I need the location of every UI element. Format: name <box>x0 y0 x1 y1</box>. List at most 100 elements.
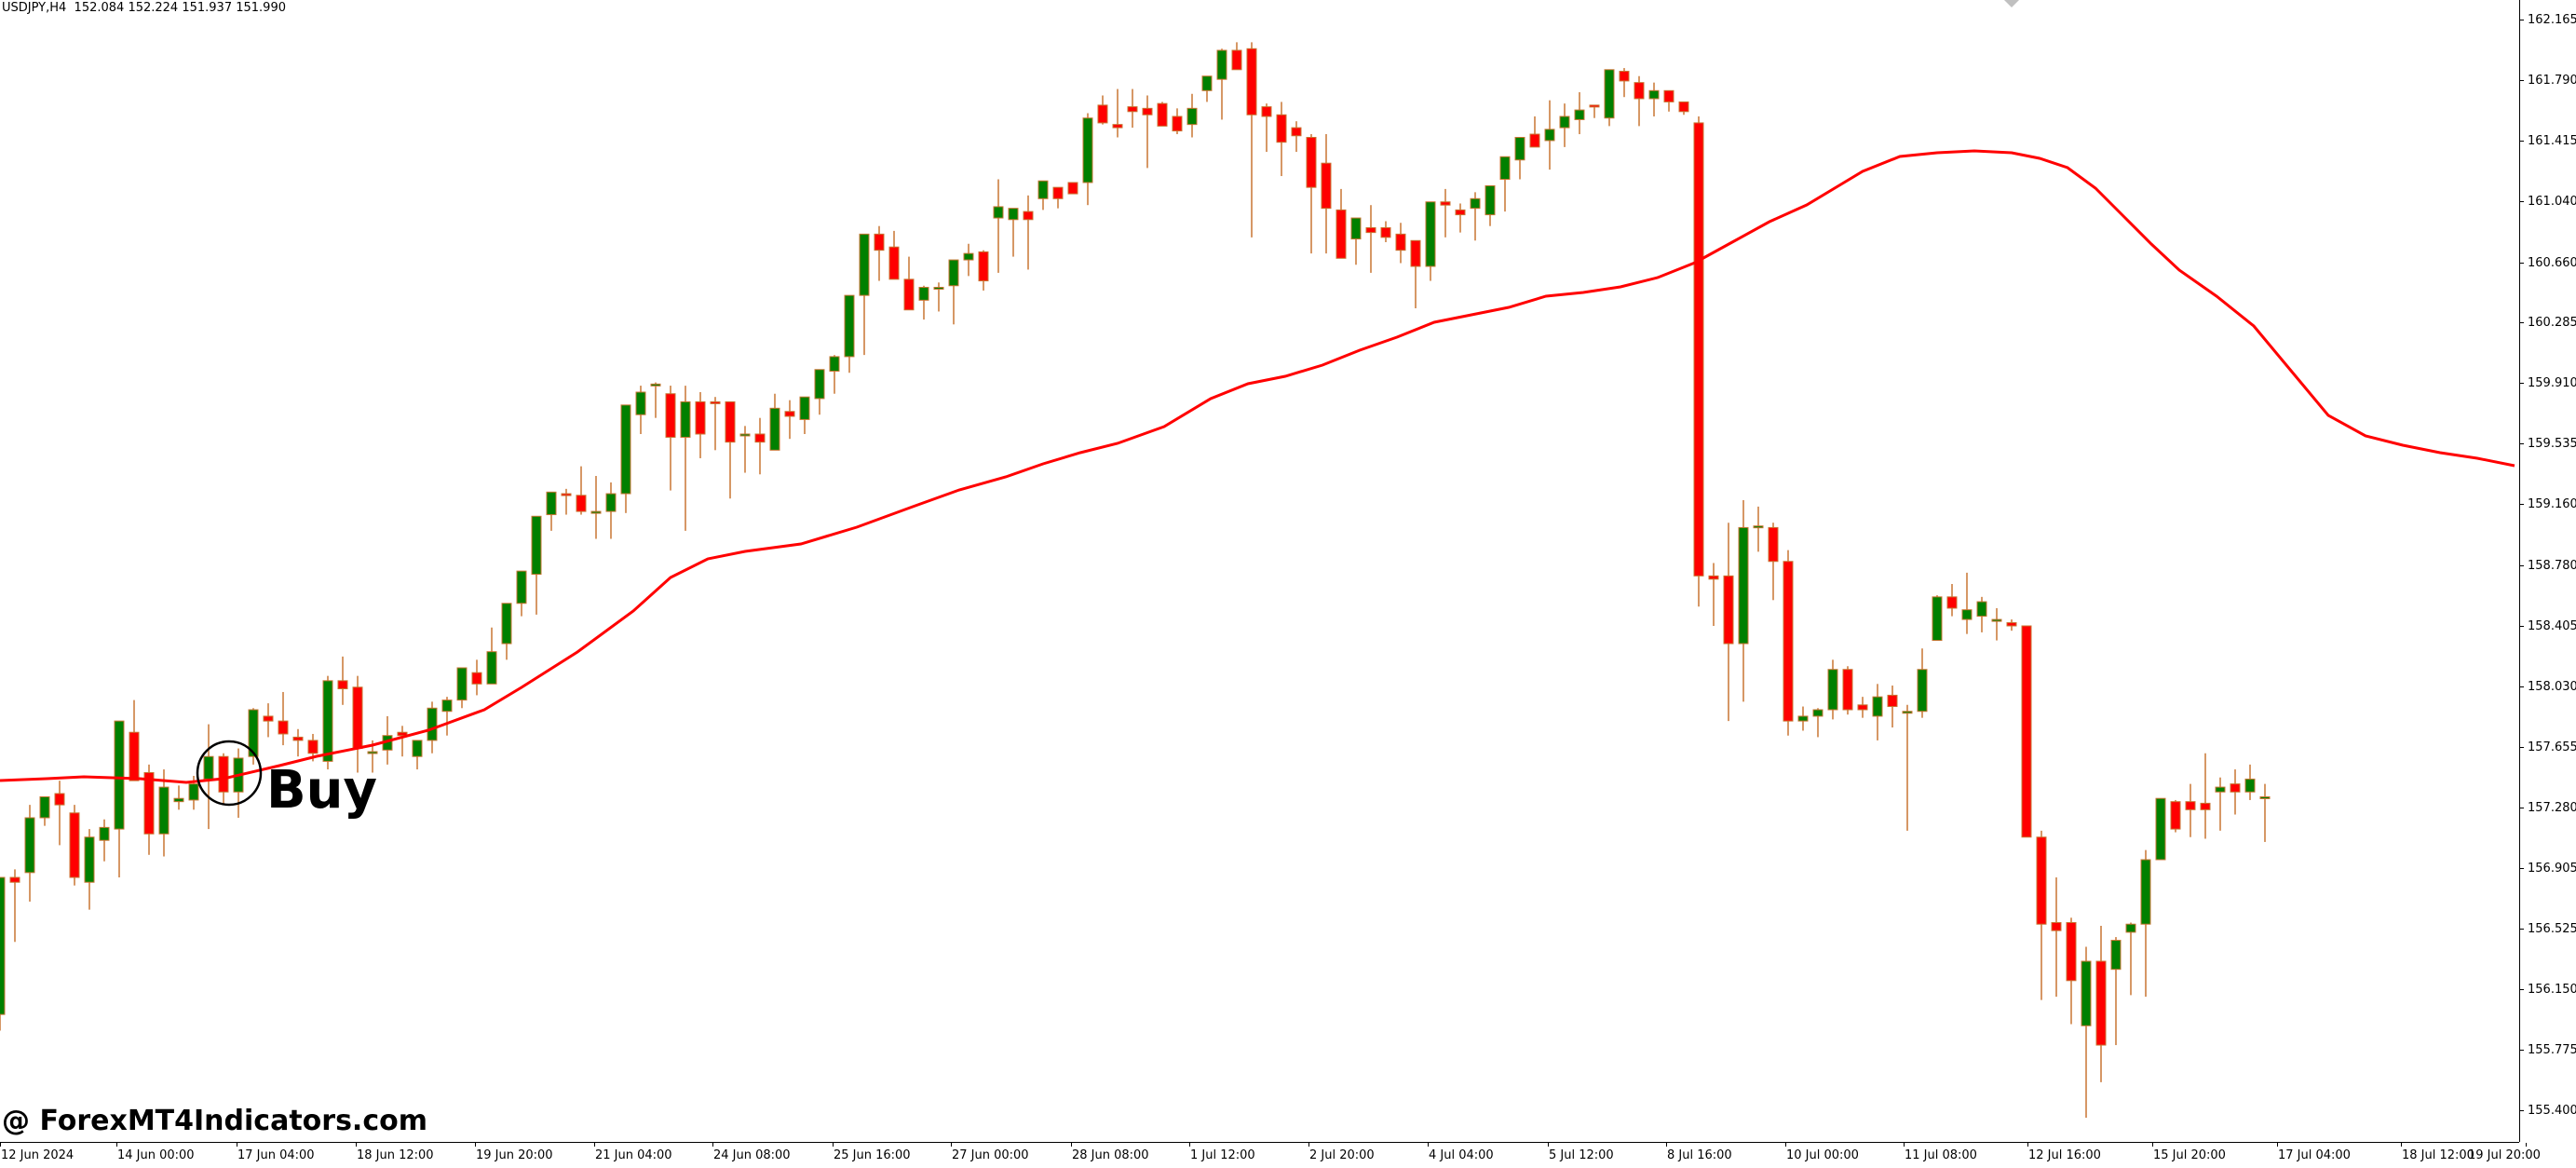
price-tick: 161.040 <box>2520 195 2576 210</box>
bullish-candle <box>2110 940 2122 971</box>
price-tick: 155.400 <box>2520 1104 2576 1119</box>
bearish-candle <box>888 246 900 280</box>
bearish-candle <box>307 740 319 754</box>
bullish-candle <box>650 383 661 387</box>
bullish-candle <box>1425 201 1436 267</box>
bearish-candle <box>1097 104 1108 124</box>
bearish-candle <box>665 393 676 438</box>
bearish-candle <box>69 812 80 878</box>
bearish-candle <box>1157 102 1168 127</box>
bullish-candle <box>39 795 50 819</box>
bullish-candle <box>1470 197 1481 210</box>
bearish-candle <box>1842 669 1853 711</box>
price-tick: 157.280 <box>2520 801 2576 816</box>
bullish-candle <box>1574 109 1585 120</box>
bullish-candle <box>2125 923 2136 933</box>
bearish-candle <box>2170 801 2181 830</box>
bearish-candle <box>784 411 795 417</box>
candlestick-series <box>0 42 2271 1118</box>
bullish-candle <box>441 699 453 713</box>
bullish-candle <box>531 515 542 576</box>
bullish-candle <box>605 493 617 512</box>
time-axis[interactable]: 12 Jun 2024 14 Jun 00:00 17 Jun 04:00 18 Ju… <box>0 1142 2541 1168</box>
bearish-candle <box>337 680 348 689</box>
bearish-candle <box>1246 48 1257 115</box>
price-tick: 161.415 <box>2520 134 2576 149</box>
price-tick: 160.285 <box>2520 316 2576 331</box>
price-tick: 159.160 <box>2520 497 2576 512</box>
price-tick: 160.660 <box>2520 256 2576 271</box>
price-plot[interactable] <box>0 0 2519 1142</box>
bearish-candle <box>1142 107 1153 115</box>
bearish-candle <box>2006 622 2017 627</box>
bullish-candle <box>367 751 378 754</box>
bearish-candle <box>1589 104 1600 108</box>
bearish-candle <box>2066 921 2077 982</box>
bearish-candle <box>2200 802 2211 810</box>
bullish-candle <box>0 876 6 1015</box>
bearish-candle <box>218 755 229 793</box>
bearish-candle <box>2095 960 2107 1046</box>
price-tick: 158.030 <box>2520 680 2576 695</box>
buy-signal-circle <box>196 740 263 807</box>
bearish-candle <box>725 401 736 443</box>
bullish-candle <box>1738 526 1749 645</box>
bullish-candle <box>1201 75 1213 91</box>
price-tick: 157.655 <box>2520 740 2576 755</box>
bullish-candle <box>2244 778 2256 793</box>
bearish-candle <box>278 720 289 735</box>
bullish-candle <box>84 836 95 883</box>
bearish-candle <box>1455 209 1466 216</box>
bearish-candle <box>1380 226 1391 238</box>
bearish-candle <box>1410 239 1421 267</box>
bullish-candle <box>456 667 468 701</box>
bearish-candle <box>1306 136 1317 188</box>
bullish-candle <box>427 707 438 741</box>
bearish-candle <box>129 731 140 781</box>
bullish-candle <box>1991 618 2002 622</box>
bullish-candle <box>1559 115 1570 129</box>
bullish-candle <box>1008 208 1019 221</box>
bullish-candle <box>322 680 333 762</box>
bullish-candle <box>620 404 631 495</box>
bullish-candle <box>1812 709 1824 717</box>
bullish-candle <box>486 651 497 685</box>
bearish-candle <box>1261 106 1272 117</box>
bearish-candle <box>54 793 65 806</box>
bullish-candle <box>1350 217 1362 240</box>
bearish-candle <box>292 736 304 741</box>
bearish-candle <box>978 251 989 282</box>
bearish-candle <box>903 278 915 311</box>
bullish-candle <box>1932 596 1943 642</box>
bullish-candle <box>114 720 125 830</box>
bullish-candle <box>173 797 184 803</box>
bearish-candle <box>1708 575 1719 580</box>
bearish-candle <box>1335 209 1347 259</box>
price-tick: 158.405 <box>2520 619 2576 634</box>
bullish-candle <box>1216 49 1227 80</box>
bullish-candle <box>769 407 780 451</box>
bearish-candle <box>1023 211 1034 221</box>
bullish-candle <box>516 570 527 604</box>
bearish-candle <box>1946 596 1958 609</box>
bearish-candle <box>1440 201 1451 206</box>
bullish-candle <box>158 786 169 835</box>
bullish-candle <box>859 233 870 296</box>
price-tick: 161.790 <box>2520 74 2576 88</box>
bullish-candle <box>963 252 974 261</box>
bullish-candle <box>1604 69 1615 119</box>
bullish-candle <box>24 817 35 874</box>
moving-average-line <box>0 149 2515 784</box>
bearish-candle <box>695 401 706 435</box>
price-tick: 155.775 <box>2520 1043 2576 1058</box>
chart-shift-marker-icon[interactable] <box>2004 0 2019 7</box>
bullish-candle <box>546 491 557 516</box>
price-axis[interactable]: 162.165 161.790 161.415 161.040 160.660 160.2… <box>2519 0 2576 1142</box>
bearish-candle <box>1857 704 1868 711</box>
price-tick: 162.165 <box>2520 13 2576 28</box>
bullish-candle <box>99 826 110 841</box>
bearish-candle <box>1693 122 1704 577</box>
bullish-candle <box>590 510 602 514</box>
bullish-candle <box>1544 129 1555 142</box>
bearish-candle <box>1276 114 1287 143</box>
